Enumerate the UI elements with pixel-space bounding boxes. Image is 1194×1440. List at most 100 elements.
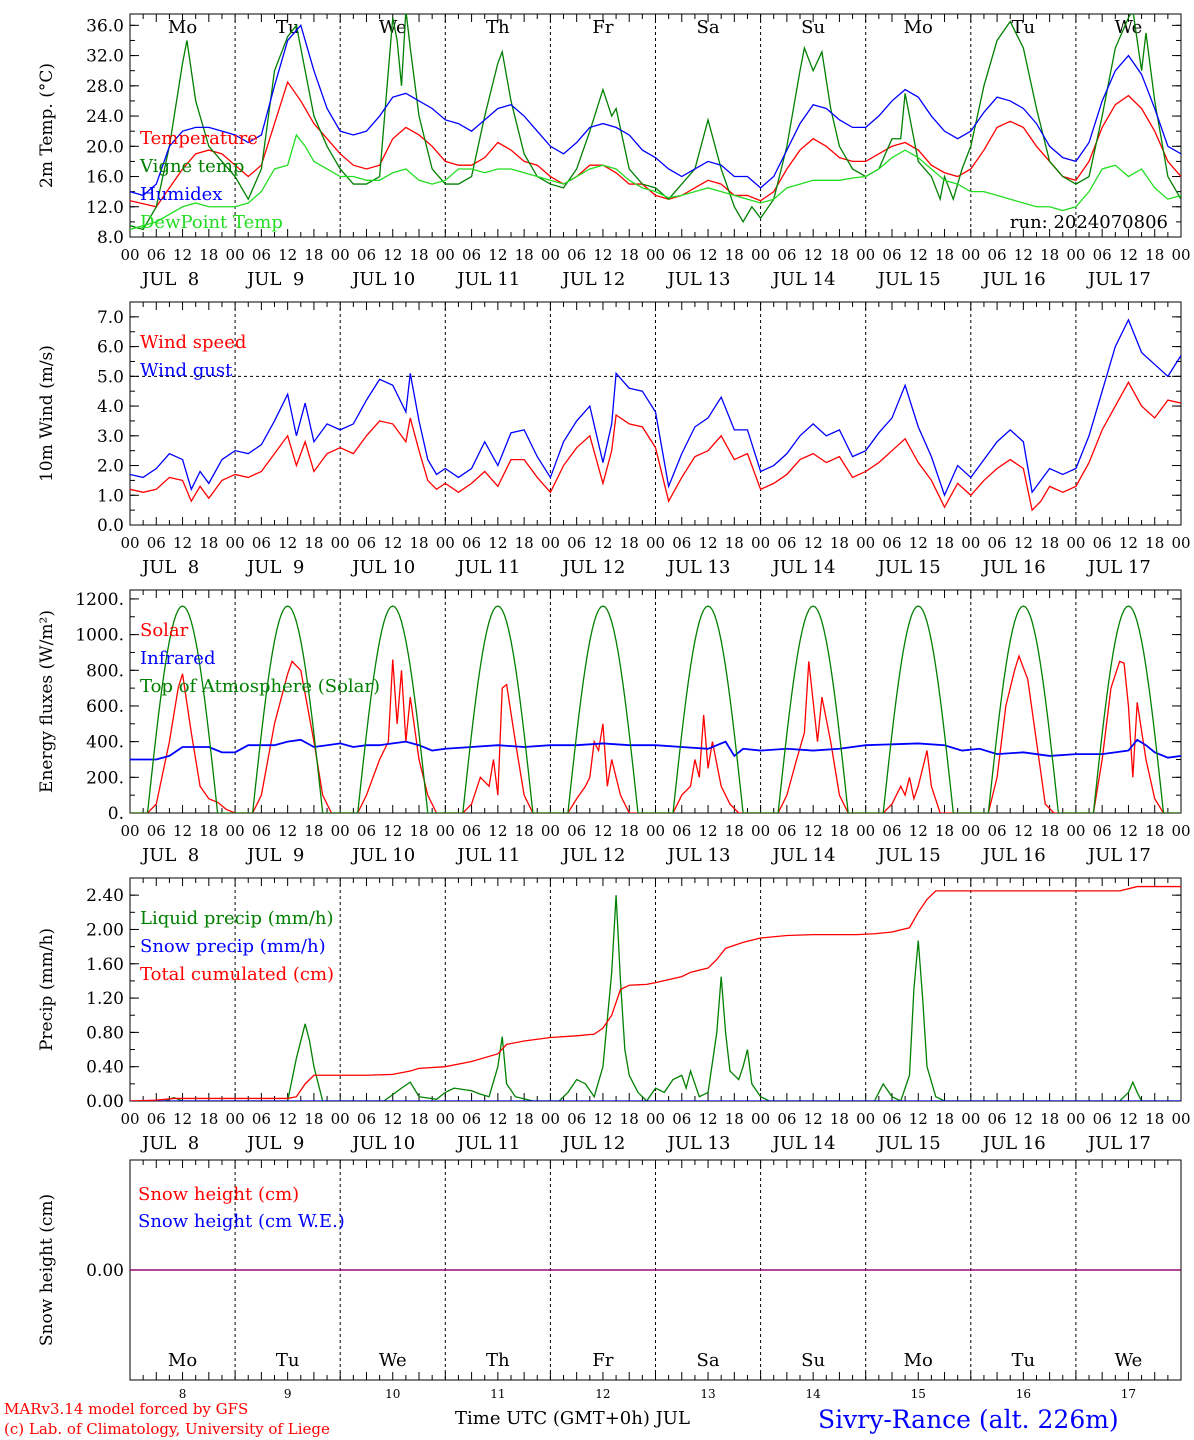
hour-label: 18 bbox=[830, 534, 849, 552]
hour-label: 18 bbox=[199, 822, 218, 840]
hour-label: 00 bbox=[961, 822, 980, 840]
hour-label: 12 bbox=[173, 534, 192, 552]
y-tick-label: 0.00 bbox=[86, 1261, 124, 1281]
hour-label: 12 bbox=[1014, 534, 1033, 552]
hour-label: 00 bbox=[541, 534, 560, 552]
weekday-label: Tu bbox=[1012, 17, 1036, 38]
hour-label: 00 bbox=[1066, 822, 1085, 840]
hour-label: 18 bbox=[304, 246, 323, 264]
hour-label: 00 bbox=[646, 534, 665, 552]
weekday-label: Tu bbox=[276, 1350, 300, 1371]
date-label: JUL 11 bbox=[455, 1133, 520, 1154]
hour-label: 00 bbox=[961, 246, 980, 264]
y-tick-label: 1.0 bbox=[97, 486, 124, 506]
hour-label: 00 bbox=[646, 1110, 665, 1128]
hour-label: 00 bbox=[1171, 822, 1190, 840]
hour-label: 12 bbox=[804, 534, 823, 552]
y-tick-label: 1200. bbox=[75, 590, 124, 610]
hour-label: 06 bbox=[462, 822, 481, 840]
y-axis-label: 10m Wind (m/s) bbox=[37, 345, 57, 482]
y-axis-label: Snow height (cm) bbox=[37, 1194, 57, 1346]
hour-label: 06 bbox=[777, 1110, 796, 1128]
hour-label: 18 bbox=[304, 534, 323, 552]
date-label: JUL 16 bbox=[981, 269, 1046, 290]
time-axis-label: Time UTC (GMT+0h) JUL bbox=[455, 1408, 690, 1429]
weekday-label: Tu bbox=[276, 17, 300, 38]
day-number: 11 bbox=[490, 1387, 505, 1401]
y-tick-label: 20.0 bbox=[86, 137, 124, 157]
run-label: run: 2024070806 bbox=[1010, 212, 1168, 233]
hour-label: 18 bbox=[620, 246, 639, 264]
weekday-label: We bbox=[1115, 1350, 1143, 1371]
date-label: JUL 11 bbox=[455, 845, 520, 866]
hour-label: 00 bbox=[331, 822, 350, 840]
date-label: JUL 13 bbox=[666, 557, 731, 578]
hour-label: 06 bbox=[672, 822, 691, 840]
hour-label: 00 bbox=[331, 246, 350, 264]
panel-5: 0.00 Snow height (cm) Mo 8 Tu 9 We 10 Th 11 Fr 12 Sa… bbox=[37, 1159, 1182, 1401]
hour-label: 00 bbox=[226, 246, 245, 264]
hour-label: 00 bbox=[1171, 246, 1190, 264]
hour-label: 18 bbox=[1145, 246, 1164, 264]
hour-label: 00 bbox=[961, 1110, 980, 1128]
hour-label: 12 bbox=[1014, 1110, 1033, 1128]
legend-entry: Temperature bbox=[140, 128, 258, 149]
date-label: JUL 14 bbox=[771, 1133, 836, 1154]
series-line-vigne-temp bbox=[130, 14, 1181, 231]
hour-label: 18 bbox=[1040, 1110, 1059, 1128]
hour-label: 18 bbox=[935, 246, 954, 264]
date-label: JUL 13 bbox=[666, 845, 731, 866]
date-label: JUL 10 bbox=[350, 557, 415, 578]
y-tick-label: 2.40 bbox=[86, 886, 124, 906]
hour-label: 18 bbox=[620, 534, 639, 552]
hour-label: 18 bbox=[1145, 822, 1164, 840]
panel-2: 0.0 1.0 2.0 3.0 4.0 5.0 6.0 7.0 10m Wind (m/s) 00… bbox=[37, 301, 1191, 578]
legend-entry: Top of Atmosphere (Solar) bbox=[140, 676, 380, 697]
hour-label: 18 bbox=[304, 1110, 323, 1128]
day-number: 17 bbox=[1121, 1387, 1136, 1401]
y-tick-label: 8.0 bbox=[97, 228, 124, 248]
hour-label: 12 bbox=[278, 1110, 297, 1128]
station-name: Sivry-Rance (alt. 226m) bbox=[818, 1405, 1119, 1434]
hour-label: 00 bbox=[120, 246, 139, 264]
legend-entry: Humidex bbox=[140, 184, 222, 205]
date-label: JUL 17 bbox=[1086, 1133, 1151, 1154]
legend-entry: Wind gust bbox=[140, 360, 233, 381]
legend-entry: DewPoint Temp bbox=[140, 212, 283, 233]
hour-label: 12 bbox=[699, 534, 718, 552]
legend-entry: Infrared bbox=[140, 648, 215, 669]
hour-label: 12 bbox=[383, 1110, 402, 1128]
y-tick-label: 6.0 bbox=[97, 338, 124, 358]
y-tick-label: 2.0 bbox=[97, 457, 124, 477]
y-axis-label: 2m Temp. (°C) bbox=[37, 63, 57, 188]
hour-label: 06 bbox=[357, 1110, 376, 1128]
legend-entry: Total cumulated (cm) bbox=[140, 964, 334, 985]
hour-label: 06 bbox=[357, 246, 376, 264]
hour-label: 12 bbox=[909, 822, 928, 840]
hour-label: 12 bbox=[1119, 534, 1138, 552]
hour-label: 12 bbox=[699, 246, 718, 264]
hour-label: 12 bbox=[909, 1110, 928, 1128]
hour-label: 12 bbox=[1119, 822, 1138, 840]
legend-entry: Liquid precip (mm/h) bbox=[140, 908, 334, 929]
hour-label: 12 bbox=[804, 1110, 823, 1128]
date-label: JUL 14 bbox=[771, 269, 836, 290]
hour-label: 18 bbox=[409, 1110, 428, 1128]
date-label: JUL 17 bbox=[1086, 557, 1151, 578]
hour-label: 00 bbox=[751, 534, 770, 552]
hour-label: 12 bbox=[173, 822, 192, 840]
hour-label: 18 bbox=[304, 822, 323, 840]
weekday-label: We bbox=[379, 17, 407, 38]
hour-label: 18 bbox=[409, 534, 428, 552]
hour-label: 18 bbox=[409, 822, 428, 840]
hour-label: 18 bbox=[935, 1110, 954, 1128]
hour-label: 00 bbox=[646, 822, 665, 840]
date-label: JUL 8 bbox=[140, 1133, 199, 1154]
hour-label: 12 bbox=[804, 822, 823, 840]
y-tick-label: 600. bbox=[86, 697, 124, 717]
hour-label: 00 bbox=[120, 534, 139, 552]
hour-label: 06 bbox=[462, 1110, 481, 1128]
hour-label: 00 bbox=[436, 822, 455, 840]
hour-label: 00 bbox=[1171, 1110, 1190, 1128]
